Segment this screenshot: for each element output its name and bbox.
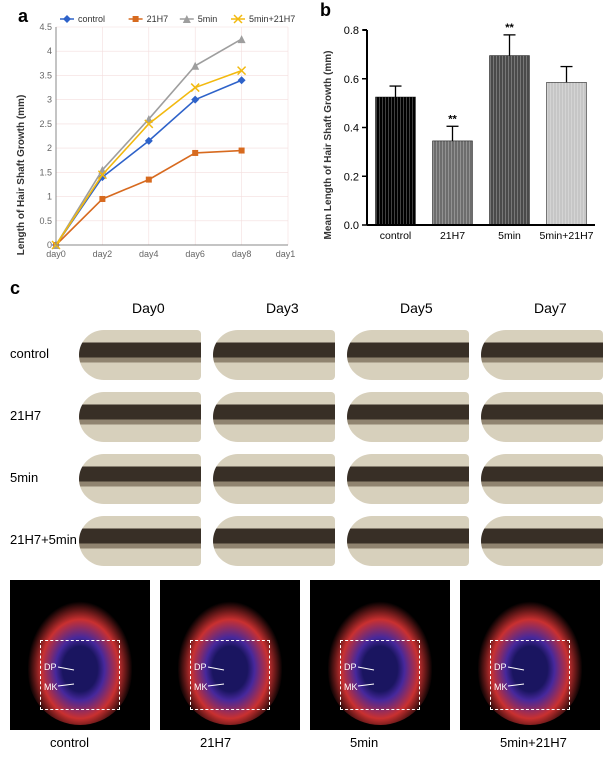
xtick-label: day0 [46,249,66,259]
ytick-label: 1 [47,192,52,202]
col-header: Day0 [132,300,165,316]
significance-marker: ** [505,22,514,34]
panel-c-grid: Day0 Day3 Day5 Day7 control 21H7 5min 21H7+5min [5,280,605,570]
bar [490,56,530,225]
row-header: 21H7 [10,408,41,423]
ytick-label-b: 0.4 [344,123,359,135]
micrograph-cell [347,454,469,504]
bar-chart-svg: Mean Length of Hair Shaft Growth (mm) 0.… [315,0,605,260]
ytick-label-b: 0.2 [344,171,359,183]
error-bar [390,86,402,97]
fluorescence-panel: DP MK [160,580,300,730]
roi-box [190,640,270,710]
ytick-label-b: 0.6 [344,74,359,86]
micrograph-cell [213,454,335,504]
panel-b-ylabel: Mean Length of Hair Shaft Growth (mm) [323,51,334,240]
legend-item: 5min+21H7 [231,14,295,24]
ytick-label-b: 0.8 [344,25,359,37]
error-bar [504,35,516,56]
fluoro-label: 5min [350,735,378,750]
error-bar [561,67,573,83]
significance-marker: ** [448,113,457,125]
roi-box [340,640,420,710]
micrograph-cell [213,392,335,442]
fluorescence-panel: DP MK [310,580,450,730]
micrograph-cell [481,330,603,380]
xtick-label: day2 [93,249,113,259]
row-header: 5min [10,470,38,485]
micrograph-cell [213,516,335,566]
micrograph-cell [79,330,201,380]
micrograph-cell [347,330,469,380]
micrograph-cell [481,392,603,442]
col-header: Day7 [534,300,567,316]
ytick-label: 3.5 [39,70,52,80]
bar [433,141,473,225]
xtick-label: day6 [185,249,205,259]
fluoro-label: 21H7 [200,735,231,750]
xtick-label-b: 21H7 [440,230,465,242]
panel-a-ylabel: Length of Hair Shaft Growth (mm) [16,95,27,256]
micrograph-cell [347,392,469,442]
row-header: 21H7+5min [10,532,77,547]
panel-a-chart: Length of Hair Shaft Growth (mm) 00.511.… [10,5,295,270]
legend-item: 21H7 [129,14,169,24]
fluoro-label: control [50,735,89,750]
col-header: Day3 [266,300,299,316]
ytick-label-b: 0.0 [344,220,359,232]
micrograph-cell [79,454,201,504]
legend-label: 21H7 [147,14,169,24]
panel-d-row: DP MK control DP MK 21H7 [5,580,605,765]
legend-label: control [78,14,105,24]
line-chart-svg: Length of Hair Shaft Growth (mm) 00.511.… [10,5,295,270]
error-bar [447,126,459,141]
xtick-label-b: 5min+21H7 [540,230,594,242]
micrograph-cell [213,330,335,380]
ytick-label: 2 [47,143,52,153]
annotation-lines [54,662,76,692]
xtick-label: day10 [276,249,295,259]
bar [376,97,416,225]
ytick-label: 4 [47,46,52,56]
fluorescence-panel: DP MK [460,580,600,730]
roi-box [40,640,120,710]
legend-label: 5min [198,14,218,24]
micrograph-cell [347,516,469,566]
row-header: control [10,346,49,361]
micrograph-cell [79,392,201,442]
bar [547,82,587,225]
xtick-label: day4 [139,249,159,259]
fluoro-label: 5min+21H7 [500,735,567,750]
micrograph-cell [481,516,603,566]
ytick-label: 2.5 [39,119,52,129]
roi-box [490,640,570,710]
col-header: Day5 [400,300,433,316]
ytick-label: 4.5 [39,22,52,32]
micrograph-cell [79,516,201,566]
legend-item: 5min [180,14,218,24]
fluorescence-panel: DP MK [10,580,150,730]
xtick-label: day8 [232,249,252,259]
panel-b-chart: Mean Length of Hair Shaft Growth (mm) 0.… [315,0,605,260]
micrograph-cell [481,454,603,504]
ytick-label: 3 [47,95,52,105]
legend-label: 5min+21H7 [249,14,295,24]
annotation-lines [504,662,526,692]
ytick-label: 1.5 [39,167,52,177]
annotation-lines [204,662,226,692]
ytick-label: 0.5 [39,216,52,226]
legend-item: control [60,14,105,24]
annotation-lines [354,662,376,692]
xtick-label-b: 5min [498,230,521,242]
xtick-label-b: control [380,230,412,242]
